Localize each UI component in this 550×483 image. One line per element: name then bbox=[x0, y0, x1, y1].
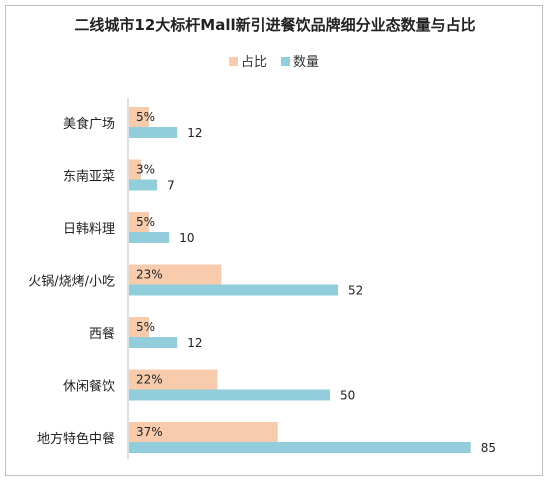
data-label-pct-cat-5: 22% bbox=[136, 373, 163, 387]
bar-pct-cat-3 bbox=[129, 264, 222, 285]
data-label-pct-cat-3: 23% bbox=[136, 268, 163, 282]
category-label-cat-2: 日韩料理 bbox=[63, 222, 115, 237]
data-label-pct-cat-2: 5% bbox=[136, 215, 155, 229]
category-label-cat-5: 休闲餐饮 bbox=[63, 379, 115, 395]
bar-count-cat-3 bbox=[129, 284, 339, 296]
data-label-count-cat-4: 12 bbox=[187, 336, 202, 350]
bar-pct-cat-5 bbox=[129, 369, 218, 390]
bar-pct-cat-4 bbox=[129, 317, 150, 337]
data-label-count-cat-1: 7 bbox=[167, 179, 175, 193]
legend-label-count: 数量 bbox=[293, 55, 319, 70]
bar-count-cat-6 bbox=[129, 442, 471, 453]
data-label-count-cat-3: 52 bbox=[348, 284, 363, 298]
data-label-pct-cat-4: 5% bbox=[136, 320, 155, 334]
category-label-cat-0: 美食广场 bbox=[63, 116, 115, 132]
legend-swatch-count bbox=[281, 57, 290, 66]
category-label-cat-1: 东南亚菜 bbox=[63, 169, 115, 185]
bar-pct-cat-0 bbox=[129, 107, 150, 127]
data-label-pct-cat-0: 5% bbox=[136, 110, 155, 124]
data-label-count-cat-5: 50 bbox=[340, 389, 355, 403]
plot-area: 美食广场 5% 12 东南亚菜 3% 7 日韩料理 5% 10 火锅/烧烤/小吃 23% 52 西餐 5%… bbox=[28, 107, 496, 455]
data-label-count-cat-0: 12 bbox=[187, 126, 202, 140]
data-label-pct-cat-6: 37% bbox=[136, 425, 163, 439]
bar-pct-cat-6 bbox=[129, 422, 278, 442]
legend: 占比 数量 bbox=[229, 55, 319, 70]
bar-count-cat-5 bbox=[129, 389, 330, 401]
data-label-count-cat-2: 10 bbox=[179, 231, 194, 245]
legend-label-pct: 占比 bbox=[241, 55, 267, 70]
bar-count-cat-4 bbox=[129, 337, 178, 348]
bar-count-cat-0 bbox=[129, 127, 178, 138]
bar-pct-cat-1 bbox=[129, 159, 142, 180]
bar-pct-cat-2 bbox=[129, 212, 150, 232]
category-label-cat-4: 西餐 bbox=[89, 326, 115, 342]
chart-title: 二线城市12大标杆Mall新引进餐饮品牌细分业态数量与占比 bbox=[74, 16, 475, 34]
category-label-cat-3: 火锅/烧烤/小吃 bbox=[28, 274, 115, 290]
bar-count-cat-2 bbox=[129, 232, 170, 243]
category-label-cat-6: 地方特色中餐 bbox=[37, 431, 115, 447]
bar-count-cat-1 bbox=[129, 179, 158, 191]
data-label-pct-cat-1: 3% bbox=[136, 163, 155, 177]
legend-swatch-pct bbox=[229, 57, 238, 66]
data-label-count-cat-6: 85 bbox=[481, 441, 496, 455]
